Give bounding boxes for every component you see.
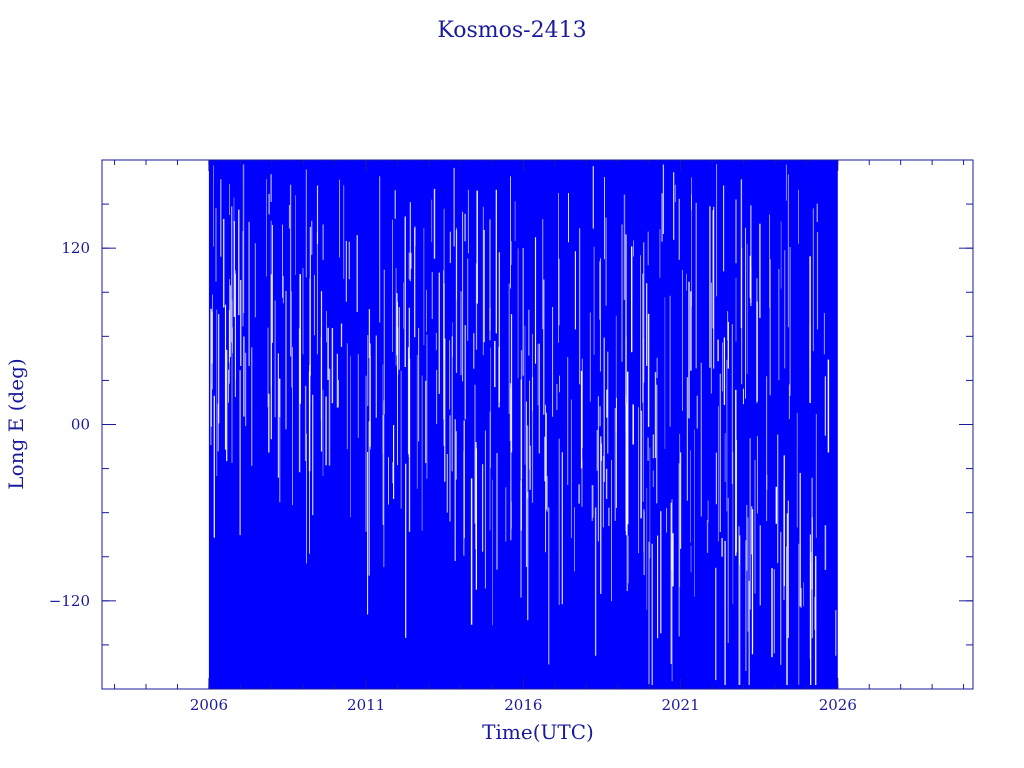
data-fill (208, 160, 838, 689)
x-tick-label: 2021 (661, 696, 699, 714)
data-series (208, 160, 838, 689)
x-tick-label: 2026 (819, 696, 857, 714)
chart-title: Kosmos-2413 (437, 18, 586, 43)
y-tick-label: 120 (61, 239, 90, 257)
x-tick-label: 2006 (190, 696, 228, 714)
x-tick-label: 2016 (504, 696, 542, 714)
x-axis: 2006 2011 2016 2021 2026 (114, 160, 965, 714)
y-tick-label: −120 (49, 592, 90, 610)
x-tick-label: 2011 (347, 696, 385, 714)
y-axis-label: Long E (deg) (4, 358, 28, 489)
y-axis: 120 00 −120 (49, 159, 973, 690)
y-tick-label: 00 (71, 416, 90, 434)
x-axis-label: Time(UTC) (482, 720, 594, 744)
